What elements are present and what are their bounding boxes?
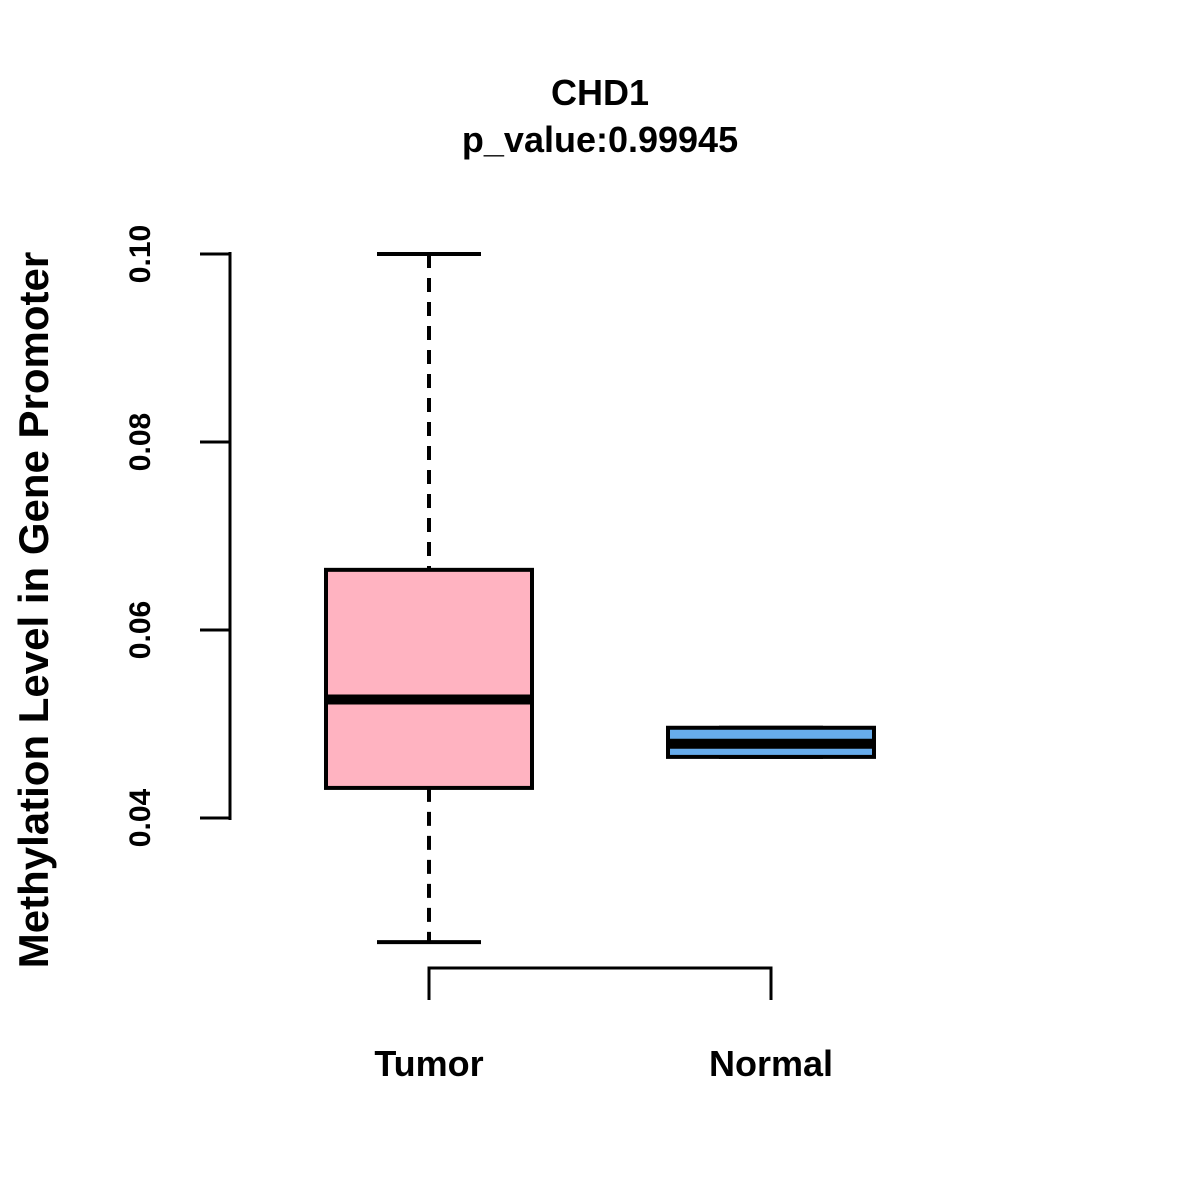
y-axis-tick-label: 0.06 bbox=[124, 601, 157, 659]
y-axis-tick-label: 0.04 bbox=[124, 788, 157, 847]
x-axis-bracket bbox=[427, 966, 773, 1000]
x-label-normal: Normal bbox=[709, 1043, 833, 1084]
chart-subtitle: p_value:0.99945 bbox=[462, 119, 738, 160]
x-label-tumor: Tumor bbox=[374, 1043, 483, 1084]
tumor-box bbox=[324, 567, 534, 790]
y-axis-label: Methylation Level in Gene Promoter bbox=[10, 252, 57, 968]
plot-elements: 0.04 0.06 0.08 0.10 Tumor Normal bbox=[124, 225, 876, 1084]
y-axis-tick-label: 0.08 bbox=[124, 413, 157, 471]
chart-title: CHD1 bbox=[551, 72, 649, 113]
y-axis-tick-label: 0.10 bbox=[124, 225, 157, 283]
